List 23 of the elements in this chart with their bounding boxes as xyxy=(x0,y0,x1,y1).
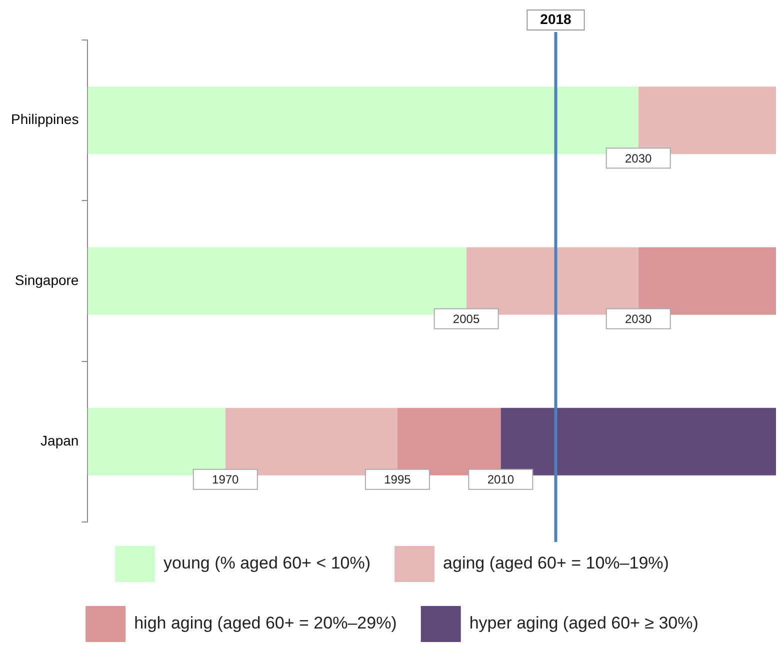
bar xyxy=(466,247,638,315)
bar xyxy=(88,408,226,476)
legend-label: young (% aged 60+ < 10%) xyxy=(164,554,371,573)
annotation: 2005 xyxy=(452,312,480,326)
bar xyxy=(88,247,466,315)
y-tick-label: Japan xyxy=(40,432,79,449)
annotation: 2010 xyxy=(487,472,514,487)
bar xyxy=(225,408,398,476)
bar xyxy=(638,247,776,315)
y-tick-label: Singapore xyxy=(14,272,79,288)
legend-label: aging (aged 60+ = 10%–19%) xyxy=(443,554,669,573)
annotation: 2030 xyxy=(624,312,652,326)
annotation: 1970 xyxy=(212,472,240,487)
text: 2018 xyxy=(540,10,572,27)
legend-label: hyper aging (aged 60+ ≥ 30%) xyxy=(469,614,698,633)
legend-label: high aging (aged 60+ = 20%–29%) xyxy=(134,614,397,633)
y-tick-label: Philippines xyxy=(10,111,79,128)
annotation: 1995 xyxy=(384,472,412,487)
bar xyxy=(500,408,776,476)
bar xyxy=(88,86,638,154)
annotation: 2030 xyxy=(624,151,652,166)
bar xyxy=(397,408,501,476)
bar xyxy=(638,86,776,154)
